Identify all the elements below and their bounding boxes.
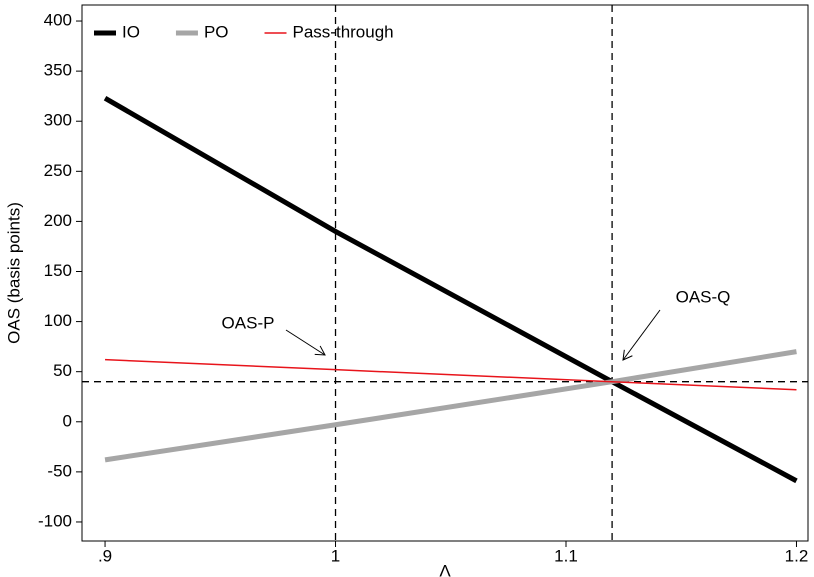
annotation-arrow <box>285 329 326 356</box>
series-line <box>104 349 797 463</box>
x-tick-label: 1 <box>331 546 340 565</box>
annotation-arrow <box>622 309 661 361</box>
y-axis-label: OAS (basis points) <box>4 202 23 344</box>
y-tick-label: 100 <box>44 311 72 330</box>
x-tick-label: 1.2 <box>785 546 809 565</box>
y-tick-label: 400 <box>44 11 72 30</box>
y-tick-label: -100 <box>38 511 72 530</box>
annotation: OAS-P <box>222 313 275 332</box>
y-tick-label: 200 <box>44 211 72 230</box>
y-tick-label: 0 <box>63 411 72 430</box>
y-tick-label: 350 <box>44 61 72 80</box>
series-line <box>103 96 798 484</box>
y-tick-label: 300 <box>44 111 72 130</box>
legend-label: PO <box>204 22 229 41</box>
x-tick-label: .9 <box>98 546 112 565</box>
plot-frame <box>81 4 809 542</box>
legend-label: IO <box>122 22 140 41</box>
series-line <box>105 358 797 391</box>
y-tick-label: 50 <box>53 361 72 380</box>
y-tick-label: 250 <box>44 161 72 180</box>
x-axis-label: Λ <box>439 561 451 577</box>
x-tick-label: 1.1 <box>554 546 578 565</box>
y-tick-label: 150 <box>44 261 72 280</box>
legend-label: Pass-through <box>293 22 394 41</box>
y-tick-label: -50 <box>47 461 72 480</box>
annotation: OAS-Q <box>676 287 731 306</box>
